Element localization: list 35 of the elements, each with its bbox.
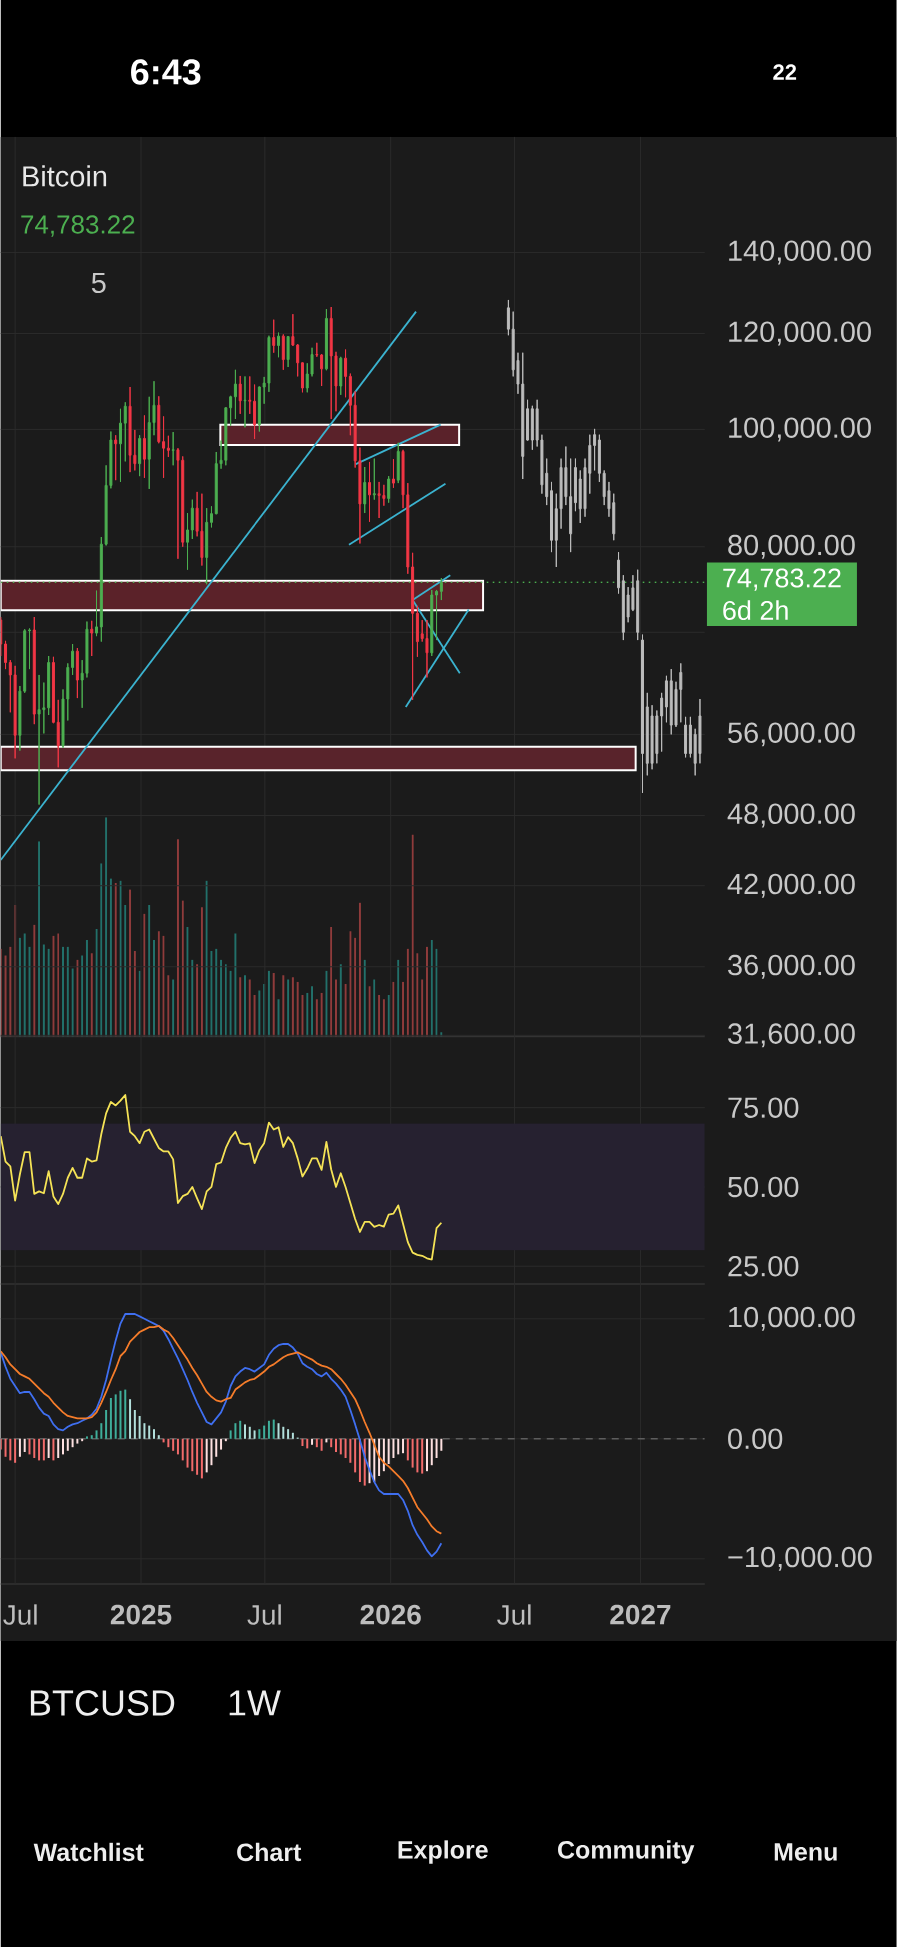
- y-tick-label: 100,000.00: [729, 417, 872, 442]
- x-tick-label: 2026: [360, 1604, 421, 1625]
- text: Explore: [398, 1840, 488, 1864]
- y-tick-label: 50.00: [728, 1176, 799, 1198]
- annotation: 74,783.22: [21, 215, 135, 237]
- y-tick-label: 56,000.00: [728, 722, 855, 747]
- text: Menu: [774, 1843, 837, 1861]
- text: 6d 2h: [723, 600, 788, 620]
- x-tick-label: Jul: [247, 1604, 281, 1625]
- y-tick-label: 48,000.00: [727, 803, 855, 828]
- ref-line-label: 74,783.22: [723, 568, 841, 591]
- y-tick-label: 10,000.00: [729, 1306, 855, 1331]
- text: 1W: [229, 1690, 281, 1716]
- y-tick-label: 25.00: [728, 1255, 799, 1277]
- y-tick-label: 140,000.00: [729, 240, 872, 265]
- x-tick-label: Jul: [3, 1604, 37, 1625]
- text: Watchlist: [33, 1842, 144, 1862]
- y-tick-label: −10,000.00: [728, 1546, 872, 1571]
- y-tick-label: 0.00: [728, 1428, 783, 1450]
- y-tick-label: 42,000.00: [727, 873, 855, 898]
- y-tick-label: 80,000.00: [728, 534, 855, 559]
- y-tick-label: 36,000.00: [728, 954, 855, 979]
- text: Community: [558, 1840, 695, 1864]
- y-tick-label: 75.00: [728, 1097, 799, 1118]
- text: Bitcoin: [23, 165, 107, 187]
- text: Chart: [237, 1842, 302, 1862]
- annotation: 5: [91, 272, 106, 294]
- x-tick-label: 2027: [610, 1604, 671, 1625]
- text: BTCUSD: [31, 1690, 175, 1716]
- text: 22: [773, 64, 797, 80]
- x-tick-label: 2025: [110, 1604, 172, 1625]
- x-tick-label: Jul: [497, 1604, 531, 1625]
- y-tick-label: 120,000.00: [729, 321, 872, 346]
- text: 6:43: [131, 59, 201, 85]
- y-tick-label: 31,600.00: [728, 1023, 855, 1048]
